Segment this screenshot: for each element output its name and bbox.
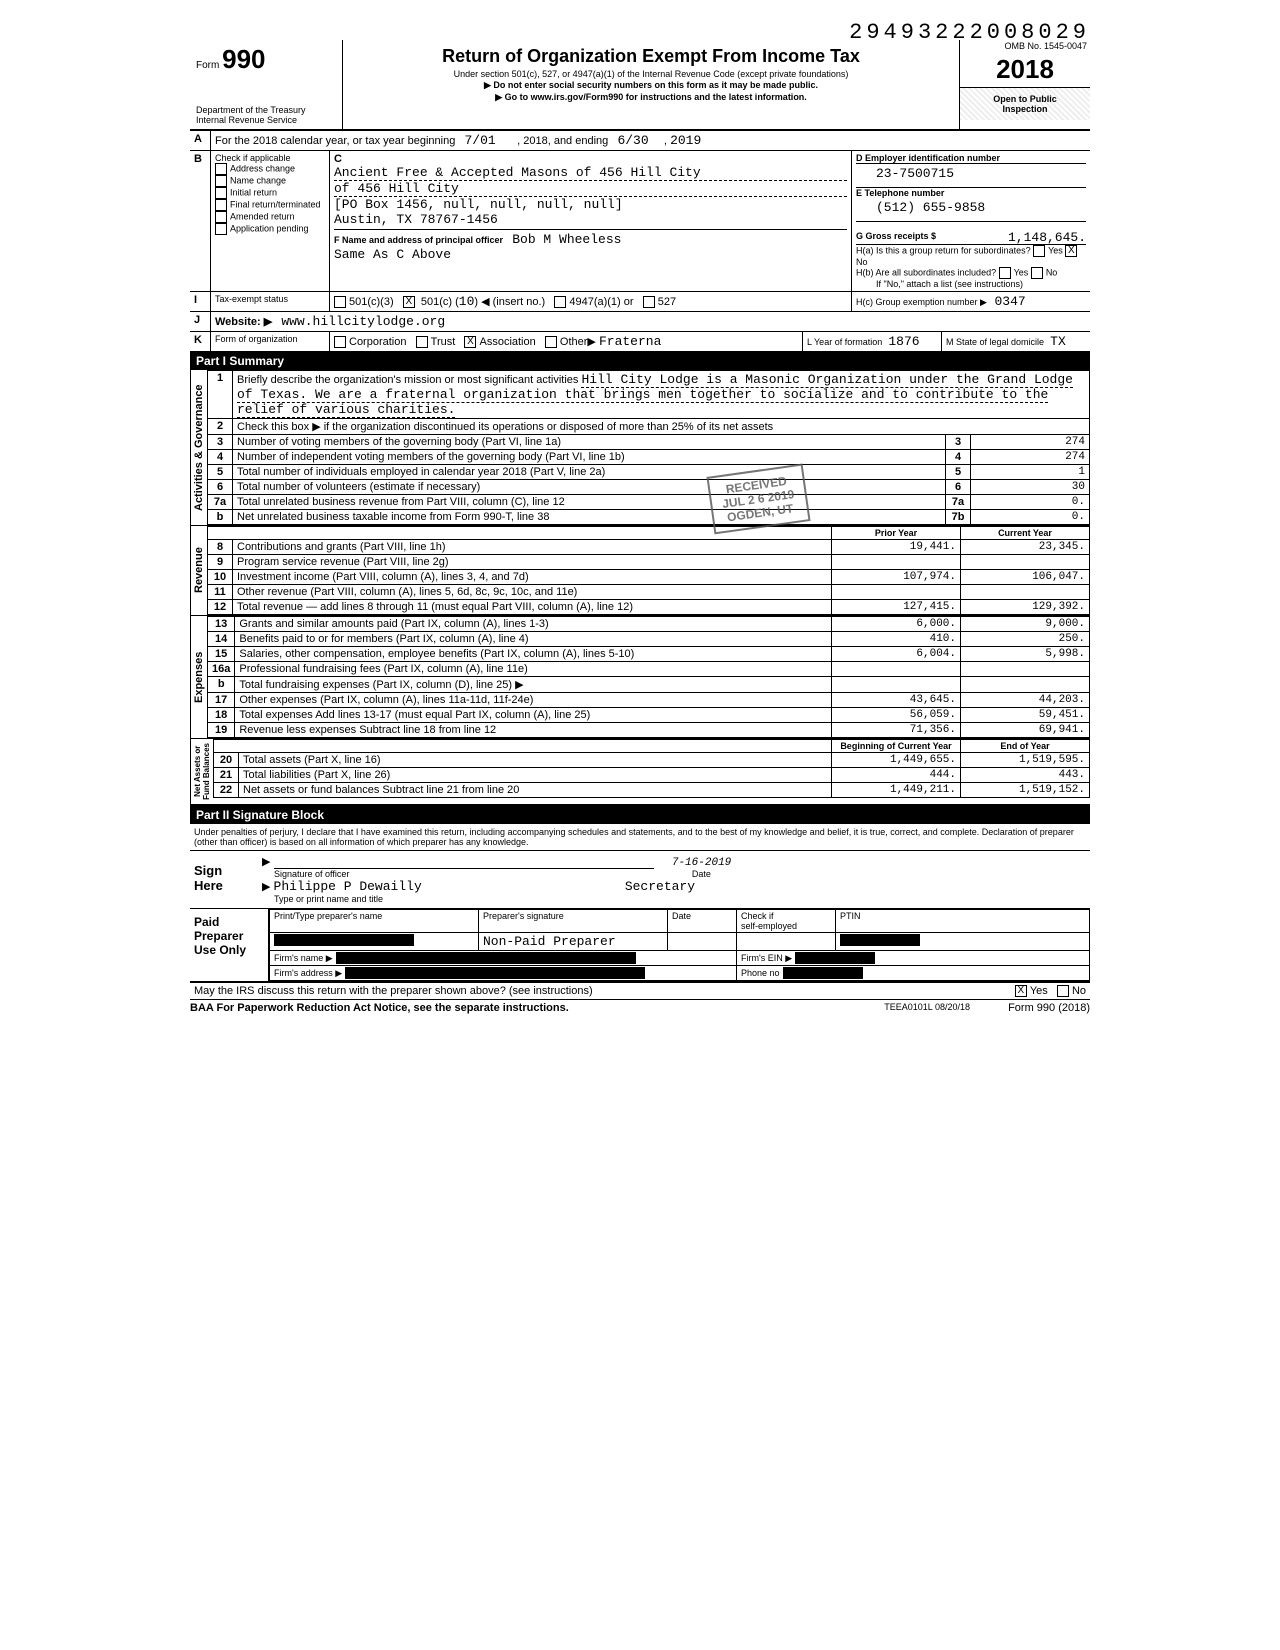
- line-10: 10Investment income (Part VIII, column (…: [208, 570, 1090, 585]
- officer-title: Secretary: [625, 879, 695, 894]
- org-address-1: [PO Box 1456, null, null, null, null]: [334, 197, 847, 212]
- group-exemption-no: 0347: [995, 294, 1026, 309]
- check-if-applicable-label: Check if applicable: [215, 153, 325, 163]
- line-12: 12Total revenue — add lines 8 through 11…: [208, 600, 1090, 615]
- footer-form-id: Form 990 (2018): [970, 1002, 1090, 1014]
- website: www.hillcitylodge.org: [281, 314, 445, 329]
- discuss-yes-checkbox[interactable]: X: [1015, 985, 1027, 997]
- side-expenses: Expenses: [190, 616, 207, 738]
- check-amended-return[interactable]: Amended return: [215, 211, 325, 223]
- line-22: 22Net assets or fund balances Subtract l…: [214, 783, 1090, 798]
- part-i-header: Part I Summary: [190, 352, 1090, 370]
- line-9: 9Program service revenue (Part VIII, lin…: [208, 555, 1090, 570]
- preparer-nonpaid: Non-Paid Preparer: [479, 932, 668, 950]
- perjury-statement: Under penalties of perjury, I declare th…: [190, 824, 1090, 851]
- side-revenue: Revenue: [190, 526, 207, 615]
- line-11: 11Other revenue (Part VIII, column (A), …: [208, 585, 1090, 600]
- line-18: 18Total expenses Add lines 13-17 (must e…: [208, 708, 1090, 723]
- line-13: 13Grants and similar amounts paid (Part …: [208, 617, 1090, 632]
- ha-no-checkbox[interactable]: X: [1065, 245, 1077, 257]
- gross-receipts: 1,148,645.: [1008, 230, 1086, 245]
- paid-preparer-label: Paid Preparer Use Only: [190, 909, 269, 981]
- 501c-checkbox[interactable]: X: [403, 296, 415, 308]
- line-15: 15Salaries, other compensation, employee…: [208, 647, 1090, 662]
- line-8: 8Contributions and grants (Part VIII, li…: [208, 540, 1090, 555]
- subtitle-2: ▶ Do not enter social security numbers o…: [349, 80, 953, 91]
- signature-date: 7-16-2019: [672, 857, 731, 869]
- subtitle-3: ▶ Go to www.irs.gov/Form990 for instruct…: [349, 92, 953, 103]
- check-initial-return[interactable]: Initial return: [215, 187, 325, 199]
- baa-notice: BAA For Paperwork Reduction Act Notice, …: [190, 1002, 569, 1014]
- line-19: 19Revenue less expenses Subtract line 18…: [208, 723, 1090, 738]
- form-title: Return of Organization Exempt From Incom…: [349, 46, 953, 67]
- sign-here-label: Sign Here: [190, 851, 258, 908]
- line-16a: 16aProfessional fundraising fees (Part I…: [208, 662, 1090, 677]
- side-net-assets: Net Assets or Fund Balances: [190, 739, 213, 804]
- tax-year-end: 6/30: [617, 133, 648, 148]
- part-ii-header: Part II Signature Block: [190, 806, 1090, 824]
- line-a: A For the 2018 calendar year, or tax yea…: [190, 131, 1090, 151]
- form-990-page: 29493222008029 Form 990 Department of th…: [190, 40, 1090, 1016]
- check-name-change[interactable]: Name change: [215, 175, 325, 187]
- ein: 23-7500715: [856, 164, 1086, 188]
- principal-officer-name: Bob M Wheeless: [512, 232, 621, 247]
- check-final-return-terminated[interactable]: Final return/terminated: [215, 199, 325, 211]
- footer-code: TEEA0101L 08/20/18: [884, 1002, 970, 1014]
- open-to-public: Open to Public Inspection: [960, 88, 1090, 120]
- tax-year-begin: 7/01: [465, 133, 496, 148]
- org-name-2: of 456 Hill City: [334, 181, 847, 197]
- principal-officer-addr: Same As C Above: [334, 247, 847, 262]
- officer-name: Philippe P Dewailly: [274, 879, 422, 894]
- line-21: 21Total liabilities (Part X, line 26)444…: [214, 768, 1090, 783]
- form-number: Form 990: [196, 44, 336, 75]
- state-domicile: TX: [1050, 334, 1066, 349]
- check-address-change[interactable]: Address change: [215, 163, 325, 175]
- subtitle-1: Under section 501(c), 527, or 4947(a)(1)…: [349, 69, 953, 79]
- telephone: (512) 655-9858: [856, 198, 1086, 222]
- top-document-id: 29493222008029: [849, 20, 1090, 45]
- check-application-pending[interactable]: Application pending: [215, 223, 325, 235]
- line-17: 17Other expenses (Part IX, column (A), l…: [208, 693, 1090, 708]
- form-header: Form 990 Department of the Treasury Inte…: [190, 40, 1090, 131]
- side-activities-governance: Activities & Governance: [190, 370, 207, 525]
- line-20: 20Total assets (Part X, line 16)1,449,65…: [214, 753, 1090, 768]
- dept-label: Department of the Treasury Internal Reve…: [196, 105, 336, 125]
- year-formation: 1876: [888, 334, 919, 349]
- line-14: 14Benefits paid to or for members (Part …: [208, 632, 1090, 647]
- org-name: Ancient Free & Accepted Masons of 456 Hi…: [334, 165, 847, 181]
- org-address-2: Austin, TX 78767-1456: [334, 212, 847, 227]
- tax-year: 2018: [960, 52, 1090, 88]
- line-b: bTotal fundraising expenses (Part IX, co…: [208, 677, 1090, 693]
